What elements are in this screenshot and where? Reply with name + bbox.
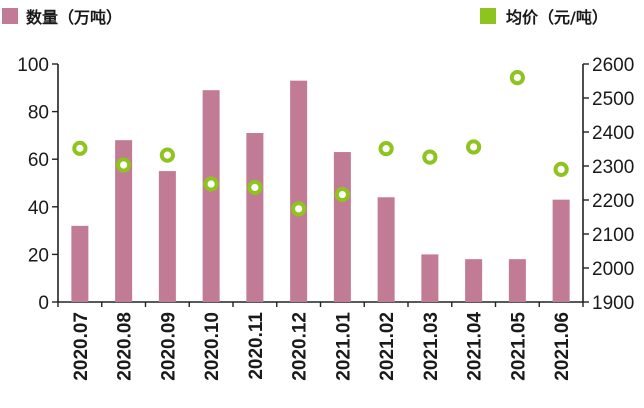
x-tick-label: 2021.04 xyxy=(465,312,486,381)
price-point-2020.07 xyxy=(72,140,88,156)
right-tick-label: 2500 xyxy=(592,89,634,110)
price-point-2021.06 xyxy=(553,161,569,177)
price-point-2021.05 xyxy=(509,70,525,86)
legend-label-quantity: 数量（万吨） xyxy=(26,8,122,27)
legend-swatch-quantity xyxy=(2,8,18,24)
bar-2021.01 xyxy=(333,152,351,302)
price-series xyxy=(72,70,569,217)
left-tick-label: 0 xyxy=(38,293,49,314)
bar-2021.06 xyxy=(552,199,570,302)
x-tick-label: 2021.06 xyxy=(552,312,573,381)
bar-series xyxy=(71,80,570,303)
right-tick-label: 1900 xyxy=(592,293,634,314)
right-tick-label: 2400 xyxy=(592,123,634,144)
left-tick-label: 100 xyxy=(17,55,49,76)
right-tick-label: 2100 xyxy=(592,225,634,246)
bar-2021.05 xyxy=(508,259,526,302)
x-tick-label: 2020.10 xyxy=(202,312,223,381)
price-point-2020.10 xyxy=(203,176,219,192)
price-point-2020.12 xyxy=(291,201,307,217)
x-tick-label: 2020.07 xyxy=(71,312,92,381)
x-tick-label: 2020.09 xyxy=(158,312,179,381)
bar-2020.11 xyxy=(246,133,264,302)
legend-swatch-price xyxy=(480,8,496,24)
bar-2020.07 xyxy=(71,225,89,302)
bar-2021.04 xyxy=(465,259,483,302)
bar-2020.10 xyxy=(202,90,220,303)
price-point-2020.09 xyxy=(159,147,175,163)
right-tick-label: 2000 xyxy=(592,259,634,280)
x-tick-label: 2020.08 xyxy=(115,312,136,381)
x-tick-label: 2020.11 xyxy=(246,312,267,380)
bar-2021.03 xyxy=(421,254,439,302)
x-tick-label: 2021.03 xyxy=(421,312,442,381)
left-tick-label: 20 xyxy=(28,245,49,266)
x-tick-label: 2021.02 xyxy=(377,312,398,381)
left-tick-label: 60 xyxy=(28,150,49,171)
right-tick-label: 2200 xyxy=(592,191,634,212)
legend: 数量（万吨） 均价（元/吨） xyxy=(2,8,608,27)
x-tick-label: 2021.01 xyxy=(333,312,354,381)
bar-2021.02 xyxy=(377,197,395,302)
x-tick-label: 2021.05 xyxy=(508,312,529,381)
right-tick-label: 2600 xyxy=(592,55,634,76)
right-tick-label: 2300 xyxy=(592,157,634,178)
price-point-2020.11 xyxy=(247,179,263,196)
left-tick-label: 40 xyxy=(28,198,49,219)
left-tick-label: 80 xyxy=(28,103,49,124)
bar-2020.08 xyxy=(115,140,133,302)
price-point-2021.03 xyxy=(422,149,438,165)
x-tick-label: 2020.12 xyxy=(290,312,311,381)
price-point-2021.02 xyxy=(378,141,394,157)
price-point-2021.04 xyxy=(466,139,482,155)
price-point-2020.08 xyxy=(116,157,132,173)
legend-label-price: 均价（元/吨） xyxy=(506,8,608,27)
bar-2020.12 xyxy=(290,80,308,302)
bar-2020.09 xyxy=(158,171,176,302)
tick-labels: 0 20 40 60 80 100 1900 2000 2100 2200 2300 2400 2500… xyxy=(17,55,634,381)
axes xyxy=(52,63,589,307)
price-point-2021.01 xyxy=(334,186,350,203)
